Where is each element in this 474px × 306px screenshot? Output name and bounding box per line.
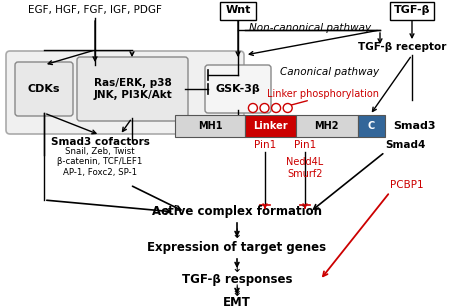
FancyBboxPatch shape (77, 57, 188, 121)
Text: Expression of target genes: Expression of target genes (147, 241, 327, 255)
Text: EMT: EMT (223, 296, 251, 306)
Circle shape (248, 103, 257, 113)
Bar (246, 115, 296, 137)
Text: ↓: ↓ (232, 262, 242, 274)
Bar (175, 115, 246, 137)
Circle shape (283, 103, 292, 113)
FancyBboxPatch shape (205, 65, 271, 113)
Text: Non-canonical pathway: Non-canonical pathway (249, 23, 371, 33)
Text: Nedd4L
Smurf2: Nedd4L Smurf2 (286, 157, 324, 179)
Bar (358, 115, 385, 137)
Text: ↓: ↓ (232, 227, 242, 241)
Text: MH2: MH2 (314, 121, 339, 131)
Text: GSK-3β: GSK-3β (216, 84, 260, 94)
Bar (296, 115, 358, 137)
Text: Smad4: Smad4 (385, 140, 425, 150)
Text: MH1: MH1 (198, 121, 222, 131)
Circle shape (272, 103, 281, 113)
Text: Wnt: Wnt (225, 5, 251, 15)
Circle shape (260, 103, 269, 113)
Text: ↓: ↓ (232, 285, 242, 297)
Bar (220, 2, 256, 20)
Text: Ras/ERK, p38
JNK, PI3K/Akt: Ras/ERK, p38 JNK, PI3K/Akt (93, 78, 172, 100)
Text: ↓: ↓ (232, 286, 242, 300)
Bar (390, 2, 434, 20)
Text: Active complex formation: Active complex formation (152, 206, 322, 218)
Text: Linker: Linker (253, 121, 288, 131)
Text: Smad3 cofactors: Smad3 cofactors (51, 137, 149, 147)
Text: EGF, HGF, FGF, IGF, PDGF: EGF, HGF, FGF, IGF, PDGF (28, 5, 162, 15)
Text: Snail, Zeb, Twist
β-catenin, TCF/LEF1
AP-1, Foxc2, SP-1: Snail, Zeb, Twist β-catenin, TCF/LEF1 AP… (57, 147, 143, 177)
Text: Linker phosphorylation: Linker phosphorylation (267, 89, 379, 99)
Text: C: C (368, 121, 375, 131)
Text: Pin1: Pin1 (294, 140, 316, 150)
Text: CDKs: CDKs (28, 84, 60, 94)
FancyBboxPatch shape (15, 62, 73, 116)
Text: TGF-β receptor: TGF-β receptor (358, 42, 446, 52)
FancyBboxPatch shape (6, 51, 244, 134)
Text: Pin1: Pin1 (254, 140, 276, 150)
Text: TGF-β responses: TGF-β responses (182, 274, 292, 286)
Text: TGF-β: TGF-β (394, 5, 430, 15)
Text: PCBP1: PCBP1 (390, 180, 424, 190)
Text: Canonical pathway: Canonical pathway (281, 67, 380, 77)
Text: Smad3: Smad3 (393, 121, 436, 131)
